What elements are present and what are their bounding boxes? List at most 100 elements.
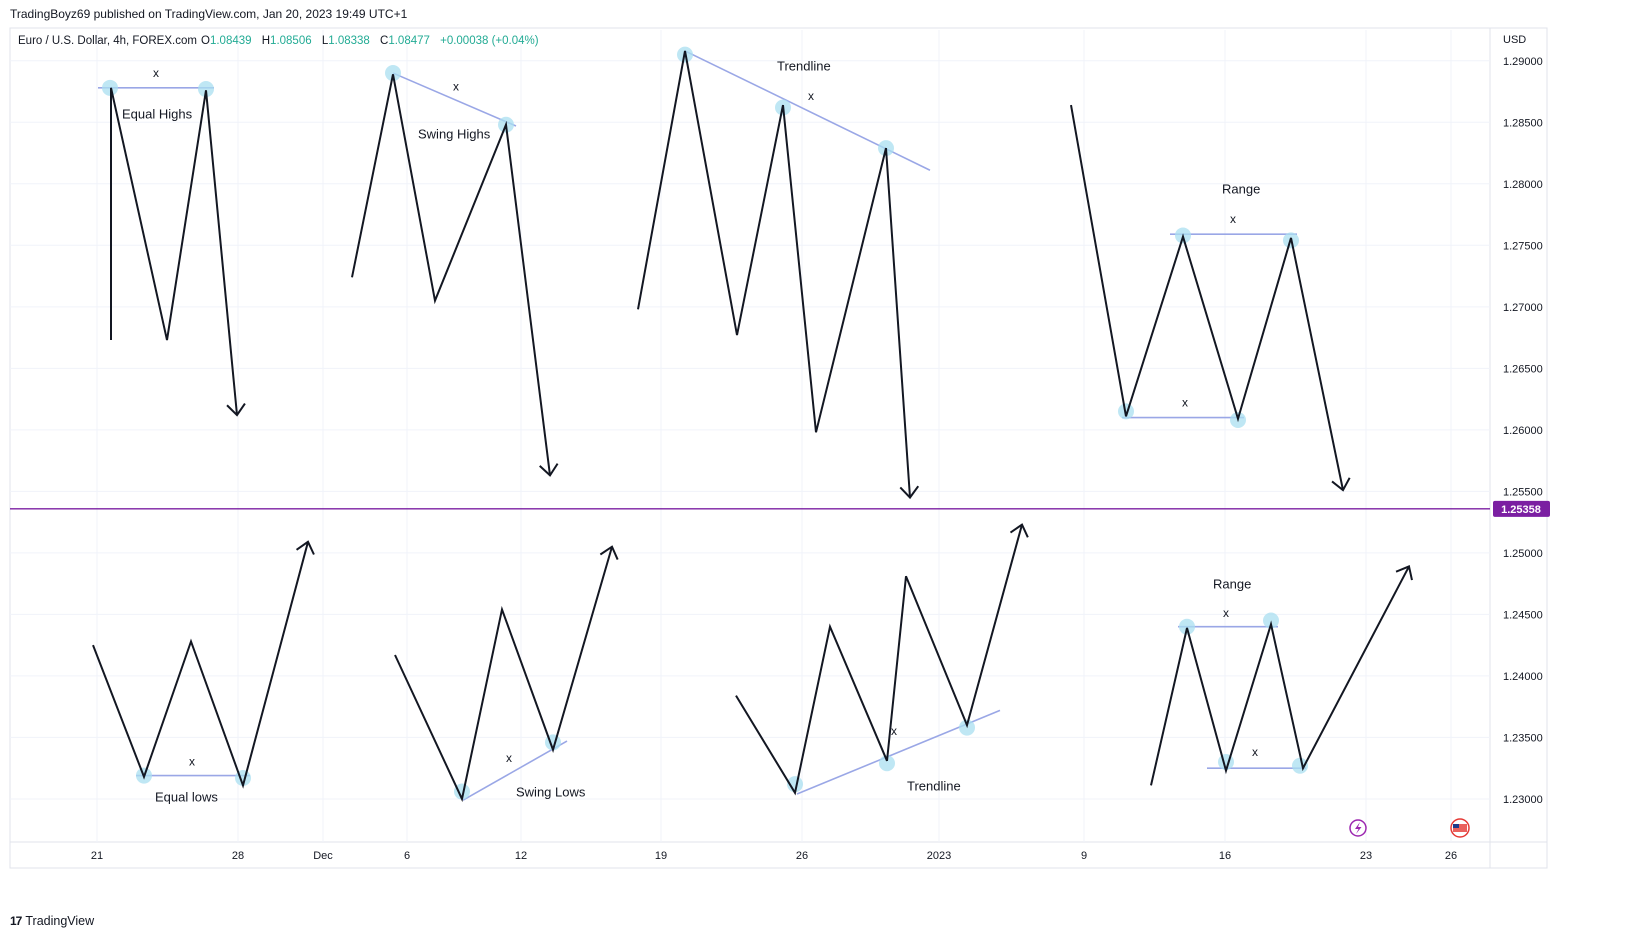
arrow-head [295, 540, 315, 555]
x-tick-label: 21 [91, 850, 103, 862]
arrow-head [226, 402, 246, 417]
swing-point-marker [454, 783, 470, 800]
y-tick-label: 1.25000 [1503, 548, 1543, 560]
x-mark-text: x [153, 66, 159, 80]
us-flag-stripes-icon [1453, 824, 1467, 832]
open-value: 1.08439 [210, 35, 252, 47]
x-mark-text: x [1223, 606, 1229, 620]
x-tick-label: 12 [515, 850, 527, 862]
tradingview-logo-icon: 17 [10, 914, 22, 928]
last-price-badge [1493, 500, 1550, 517]
y-tick-label: 1.27500 [1503, 240, 1543, 252]
us-flag-canton-icon [1453, 824, 1459, 828]
price-path-line [735, 524, 1023, 796]
x-tick-label: 19 [655, 850, 667, 862]
ohlc-values: O1.08439 H1.08506 L1.08338 C1.08477 +0.0… [201, 35, 539, 47]
chart-border [9, 27, 1548, 869]
currency-label: USD [1503, 34, 1526, 46]
annotation-text: Swing Highs [418, 126, 491, 141]
symbol-legend: Euro / U.S. Dollar, 4h, FOREX.com O1.084… [18, 35, 539, 47]
open-label: O [201, 35, 210, 47]
close-value: 1.08477 [388, 35, 430, 47]
y-tick-label: 1.25500 [1503, 486, 1543, 498]
y-tick-label: 1.24500 [1503, 609, 1543, 621]
y-tick-label: 1.26000 [1503, 425, 1543, 437]
annotation-text: Equal lows [155, 789, 218, 804]
x-tick-label: 23 [1360, 850, 1372, 862]
arrow-head [599, 545, 619, 560]
price-path-line [1150, 565, 1410, 786]
y-tick-label: 1.28000 [1503, 179, 1543, 191]
price-paths [92, 50, 1413, 803]
change-value: +0.00038 (+0.04%) [440, 35, 539, 47]
swing-point-marker [879, 755, 895, 772]
annotation-labels: Equal Highs Swing Highs Trendline Range Rang… [122, 59, 1260, 805]
swing-point-marker [1292, 757, 1308, 774]
price-path-line [92, 541, 309, 789]
y-tick-label: 1.28500 [1503, 117, 1543, 129]
x-mark-text: x [453, 79, 459, 93]
swing-point-marker [385, 65, 401, 82]
arrow-head [1331, 477, 1351, 492]
level-line [392, 72, 517, 127]
close-label: C [380, 35, 388, 47]
high-value: 1.08506 [270, 35, 312, 47]
x-tick-label: 28 [232, 850, 244, 862]
arrow-head [1395, 565, 1413, 581]
high-label: H [262, 35, 270, 47]
x-mark-text: x [1252, 745, 1258, 759]
level-line [462, 740, 568, 801]
low-label: L [322, 35, 329, 47]
bottom-icons [1349, 818, 1470, 838]
publisher-line: TradingBoyz69 published on TradingView.c… [10, 7, 408, 21]
arrow-head [899, 485, 920, 500]
x-tick-label: 6 [404, 850, 410, 862]
y-tick-label: 1.23500 [1503, 732, 1543, 744]
swing-point-marker [787, 776, 803, 793]
price-path-line [637, 50, 911, 498]
x-tick-label: Dec [313, 850, 333, 862]
swing-point-marker [198, 81, 214, 98]
x-mark-text: x [506, 751, 512, 765]
x-mark-text: x [1182, 395, 1188, 409]
annotation-text: Range [1213, 577, 1251, 592]
swing-point-marker [1263, 612, 1279, 629]
price-path-line [110, 87, 238, 416]
low-value: 1.08338 [328, 35, 370, 47]
annotation-text: Trendline [907, 778, 961, 793]
arrow-head [1009, 523, 1029, 538]
x-tick-label: 26 [796, 850, 808, 862]
x-tick-label: 16 [1219, 850, 1231, 862]
symbol-name[interactable]: Euro / U.S. Dollar, 4h, FOREX.com [18, 35, 197, 47]
x-mark-text: x [1230, 212, 1236, 226]
x-tick-label: 26 [1445, 850, 1457, 862]
swing-point-marker [1179, 618, 1195, 635]
price-path-line [351, 74, 551, 476]
y-tick-label: 1.29000 [1503, 56, 1543, 68]
drawn-levels [98, 50, 1306, 801]
x-tick-label: 2023 [927, 850, 951, 862]
annotation-text: Equal Highs [122, 107, 193, 122]
price-path-line [394, 546, 613, 803]
x-mark-text: x [891, 724, 897, 738]
price-path-line [1070, 104, 1344, 491]
lightning-bolt-icon [1355, 822, 1362, 834]
y-tick-label: 1.24000 [1503, 671, 1543, 683]
x-axis[interactable]: 21 28 Dec 6 12 19 26 2023 9 16 23 26 [91, 850, 1457, 862]
x-tick-label: 9 [1081, 850, 1087, 862]
last-price-line: 1.25358 [10, 500, 1550, 517]
annotation-text: Swing Lows [516, 784, 586, 799]
y-tick-label: 1.27000 [1503, 302, 1543, 314]
y-tick-label: 1.26500 [1503, 363, 1543, 375]
grid [10, 30, 1490, 842]
y-tick-label: 1.23000 [1503, 794, 1543, 806]
y-axis[interactable]: 1.23000 1.23500 1.24000 1.24500 1.25000 1.255… [1503, 56, 1543, 806]
x-mark-text: x [189, 755, 195, 769]
tradingview-brand[interactable]: 17 TradingView [10, 914, 94, 928]
x-mark-text: x [808, 89, 814, 103]
arrow-head [539, 463, 559, 477]
annotation-text: Range [1222, 182, 1260, 197]
last-price-label: 1.25358 [1501, 504, 1541, 516]
chart-frame [9, 27, 1548, 869]
